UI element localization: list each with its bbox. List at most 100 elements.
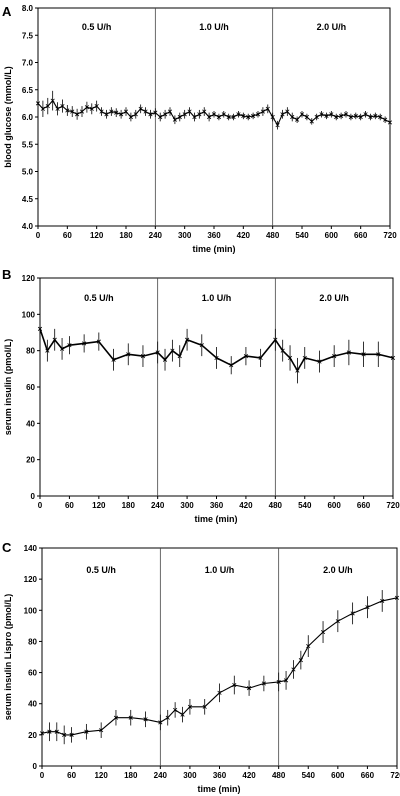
- data-point: [280, 112, 285, 117]
- data-point: [265, 106, 270, 111]
- data-point: [334, 114, 339, 120]
- data-point: [343, 112, 349, 117]
- data-point: [317, 359, 322, 364]
- data-point: [285, 109, 290, 114]
- x-tick-label: 300: [183, 771, 197, 780]
- data-point: [143, 109, 148, 114]
- data-point: [143, 717, 148, 722]
- data-point: [376, 352, 381, 357]
- data-point: [192, 114, 197, 120]
- data-point: [52, 337, 57, 342]
- x-tick-label: 0: [40, 771, 45, 780]
- data-point: [182, 112, 187, 117]
- data-point: [243, 354, 248, 359]
- chart-panel-c: C 0 20 40 60 80 100 120 140 0 60 120 180 240 300 360 4…: [2, 540, 400, 794]
- data-point: [236, 112, 241, 117]
- y-tick-label: 100: [22, 310, 36, 319]
- x-tick-label: 720: [383, 231, 397, 240]
- data-point: [84, 729, 89, 734]
- x-tick-label: 240: [151, 501, 165, 510]
- data-point: [258, 355, 263, 361]
- data-point: [99, 728, 104, 733]
- y-tick-label: 7.0: [22, 59, 34, 68]
- x-tick-label: 600: [327, 501, 341, 510]
- data-point: [320, 630, 326, 635]
- data-point: [180, 712, 185, 717]
- x-tick-label: 600: [325, 231, 339, 240]
- y-tick-label: 40: [26, 419, 35, 428]
- data-point: [167, 109, 173, 114]
- x-tick-label: 480: [269, 501, 283, 510]
- data-point: [185, 337, 190, 342]
- data-point: [170, 348, 175, 353]
- y-tick-label: 20: [28, 731, 37, 740]
- y-tick-label: 4.5: [22, 195, 34, 204]
- data-point: [241, 113, 246, 118]
- x-tick-label: 660: [354, 231, 368, 240]
- data-point: [75, 112, 80, 117]
- data-point: [113, 715, 119, 720]
- data-point: [275, 123, 280, 128]
- data-point: [387, 120, 393, 125]
- data-point: [291, 667, 296, 672]
- x-tick-label: 180: [124, 771, 138, 780]
- period-label: 2.0 U/h: [317, 22, 347, 32]
- data-point: [280, 348, 285, 353]
- data-point: [358, 114, 363, 120]
- data-point: [158, 720, 163, 725]
- data-point: [229, 363, 234, 368]
- data-point: [155, 350, 160, 355]
- data-point: [109, 109, 114, 114]
- y-tick-label: 140: [24, 544, 38, 553]
- series-line: [41, 597, 398, 736]
- y-tick-label: 6.5: [22, 86, 34, 95]
- x-tick-label: 60: [65, 501, 74, 510]
- data-point: [304, 114, 309, 120]
- x-axis-label: time (min): [197, 784, 240, 794]
- data-point: [126, 352, 131, 357]
- x-tick-label: 360: [207, 231, 221, 240]
- data-point: [348, 114, 353, 120]
- x-tick-label: 600: [331, 771, 345, 780]
- x-tick-label: 420: [237, 231, 251, 240]
- data-point: [138, 106, 143, 111]
- x-tick-label: 120: [90, 231, 104, 240]
- x-axis-label: time (min): [192, 244, 235, 254]
- y-tick-label: 0: [33, 762, 38, 771]
- data-point: [35, 101, 41, 106]
- data-point: [332, 354, 337, 359]
- data-point: [221, 112, 226, 117]
- data-point: [207, 114, 212, 120]
- data-point: [133, 112, 138, 117]
- x-tick-label: 540: [302, 771, 316, 780]
- period-label: 0.5 U/h: [84, 293, 114, 303]
- data-point: [302, 355, 307, 361]
- panel-letter: A: [2, 4, 12, 19]
- data-point: [37, 326, 43, 331]
- data-point: [187, 109, 192, 114]
- y-axis-label: blood glucose (mmol/L): [3, 66, 13, 168]
- data-point: [162, 357, 168, 362]
- x-tick-label: 480: [272, 771, 286, 780]
- data-point: [94, 104, 99, 109]
- data-point: [319, 112, 324, 117]
- period-label: 2.0 U/h: [323, 565, 353, 575]
- data-point: [153, 110, 158, 115]
- data-point: [329, 112, 334, 117]
- data-point: [187, 704, 192, 709]
- x-tick-label: 120: [94, 771, 108, 780]
- data-point: [104, 112, 109, 117]
- y-tick-label: 6.0: [22, 113, 34, 122]
- data-point: [246, 114, 251, 120]
- data-point: [54, 729, 59, 734]
- x-tick-label: 720: [390, 771, 400, 780]
- x-axis-label: time (min): [194, 514, 237, 524]
- data-point: [309, 119, 314, 124]
- x-tick-label: 180: [119, 231, 133, 240]
- data-point: [197, 112, 202, 117]
- data-point: [363, 112, 368, 117]
- y-tick-label: 5.0: [22, 168, 34, 177]
- data-point: [251, 113, 256, 118]
- period-label: 2.0 U/h: [319, 293, 349, 303]
- chart-panel-b: B 0 20 40 60 80 100 120 0 60 120 180 240 300 360 420 4…: [2, 267, 400, 524]
